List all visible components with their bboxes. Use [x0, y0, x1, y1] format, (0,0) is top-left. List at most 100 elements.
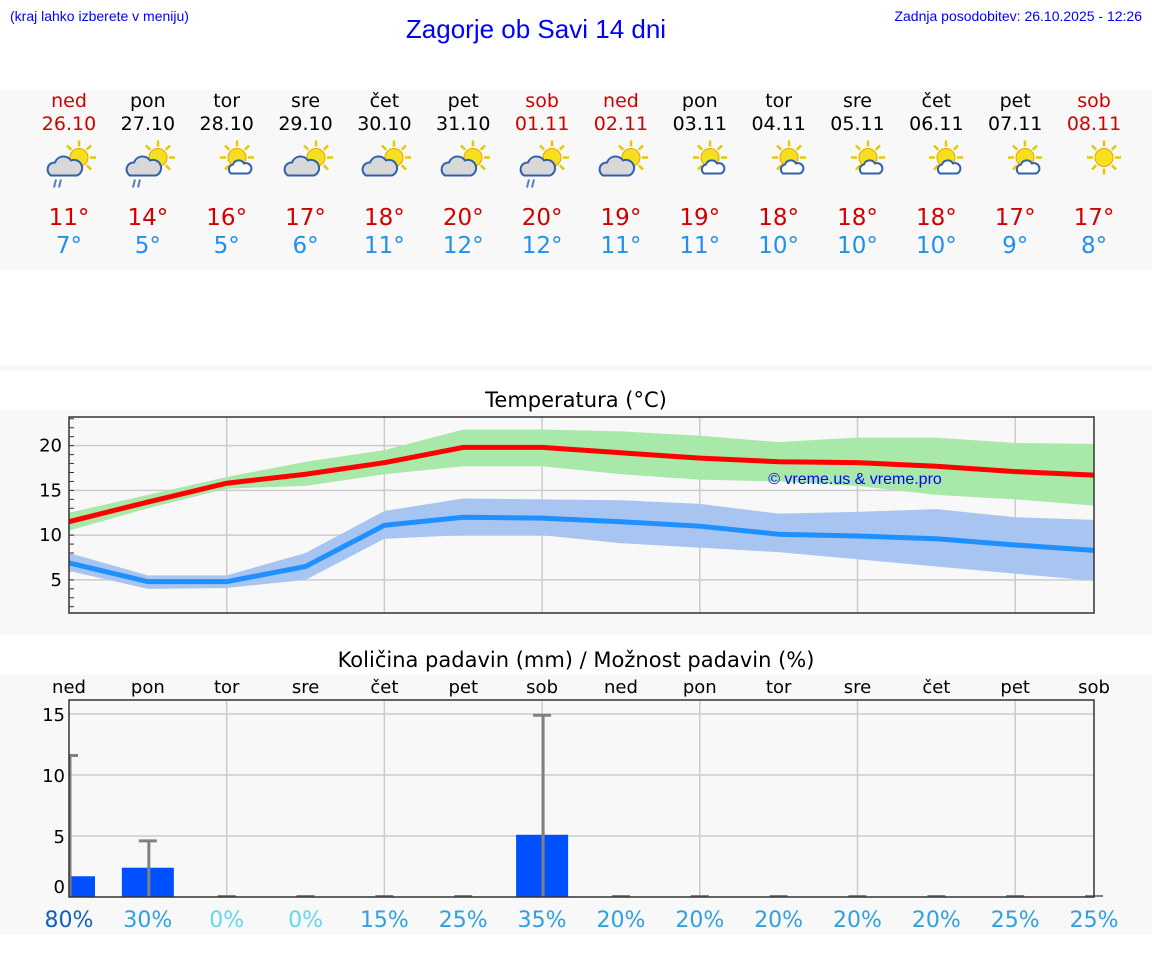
day-column: pon 27.10 14° 5° [108, 90, 187, 260]
y-tick-label: 15 [39, 480, 62, 501]
day-name: sre [291, 90, 321, 112]
day-column: tor 04.11 18° 10° [739, 90, 818, 260]
day-label: pet [448, 677, 478, 698]
y-tick-label: 15 [42, 705, 65, 726]
y-tick-label: 10 [39, 525, 62, 546]
sun-small-cloud-icon [976, 138, 1055, 198]
day-date: 07.11 [987, 113, 1043, 135]
precipitation-probability: 30% [123, 908, 172, 933]
day-name: pon [129, 90, 166, 112]
sun-cloud-rain-icon [108, 138, 187, 198]
y-tick-label: 0 [54, 877, 65, 898]
day-column: ned 02.11 19° 11° [581, 90, 660, 260]
day-label: sre [844, 677, 871, 698]
precipitation-chart-title: Količina padavin (mm) / Možnost padavin … [337, 648, 815, 672]
page-title: Zagorje ob Savi 14 dni [405, 14, 667, 44]
max-temperature: 17° [1073, 205, 1115, 231]
precipitation-probability: 25% [1070, 908, 1119, 933]
day-label: čet [370, 677, 398, 698]
plot-border [68, 699, 1095, 898]
precipitation-probability: 15% [360, 908, 409, 933]
min-temperature: 5° [213, 233, 240, 259]
max-temperature: 18° [364, 205, 405, 231]
max-temperature: 18° [758, 205, 800, 231]
min-temperature: 5° [134, 233, 161, 259]
day-name: tor [765, 90, 793, 112]
min-temperature: 10° [758, 233, 800, 259]
min-temperature: 6° [292, 233, 319, 259]
precipitation-probability: 25% [991, 908, 1040, 933]
day-column: čet 30.10 18° 11° [345, 90, 424, 260]
min-temperature: 11° [364, 233, 405, 259]
daily-forecast-strip: ned 26.10 11° 7° pon 27.10 14° 5° tor 28.1… [0, 90, 1152, 270]
day-date: 31.10 [436, 113, 491, 135]
max-temperature: 19° [679, 205, 721, 231]
day-column: sob 08.11 17° 8° [1055, 90, 1134, 260]
day-date: 03.11 [672, 113, 727, 135]
day-column: pet 07.11 17° 9° [976, 90, 1055, 260]
sun-small-cloud-icon [739, 138, 818, 198]
precipitation-probability: 25% [439, 908, 488, 933]
day-label: pon [683, 677, 717, 698]
day-label: pet [1000, 677, 1030, 698]
day-label: sre [292, 677, 319, 698]
precipitation-probability: 20% [675, 908, 724, 933]
precipitation-probability: 0% [288, 908, 323, 933]
sun-cloud-rain-icon [503, 138, 582, 198]
sun-small-cloud-icon [187, 138, 266, 198]
max-temperature: 18° [837, 205, 878, 231]
day-name: pon [681, 90, 718, 112]
day-column: ned 26.10 11° 7° [30, 90, 109, 260]
precipitation-probability: 20% [754, 908, 803, 933]
sun-cloud-icon [345, 138, 424, 198]
day-date: 04.11 [751, 113, 806, 135]
precipitation-probability: 35% [518, 908, 567, 933]
max-temperature: 18° [915, 205, 957, 231]
y-tick-label: 20 [39, 436, 62, 457]
day-label: ned [604, 677, 638, 698]
temperature-chart-title: Temperatura (°C) [485, 388, 667, 412]
day-date: 28.10 [199, 113, 254, 135]
day-label: čet [922, 677, 950, 698]
y-tick-label: 5 [51, 570, 62, 591]
day-name: ned [603, 90, 639, 112]
y-tick-label: 10 [42, 766, 65, 787]
plot-area [69, 700, 1094, 897]
max-temperature-line [68, 444, 1095, 525]
precipitation-probability: 80% [45, 908, 94, 933]
day-label: sob [526, 677, 558, 698]
day-date: 05.11 [830, 113, 885, 135]
day-name: sob [1077, 90, 1111, 112]
day-column: sre 05.11 18° 10° [818, 90, 897, 260]
day-label: pon [131, 677, 165, 698]
max-temperature: 11° [48, 205, 90, 231]
day-name: čet [369, 90, 400, 112]
min-temperature: 11° [679, 233, 721, 259]
sun-cloud-icon [424, 138, 503, 198]
max-temperature: 17° [285, 205, 326, 231]
last-updated: Zadnja posodobitev: 26.10.2025 - 12:26 [894, 8, 1142, 24]
precipitation-probability: 20% [833, 908, 882, 933]
day-date: 02.11 [593, 113, 649, 135]
max-temperature: 19° [600, 205, 642, 231]
day-date: 08.11 [1066, 113, 1122, 135]
day-column: pon 03.11 19° 11° [660, 90, 739, 260]
sun-small-cloud-icon [660, 138, 739, 198]
max-temperature: 14° [127, 205, 169, 231]
min-temperature: 10° [915, 233, 957, 259]
day-name: tor [213, 90, 241, 112]
day-label: ned [52, 677, 86, 698]
min-temperature: 9° [1002, 233, 1029, 259]
min-temperature: 7° [55, 233, 83, 259]
day-date: 06.11 [909, 113, 964, 135]
day-column: pet 31.10 20° 12° [424, 90, 503, 260]
y-tick-label: 5 [54, 827, 65, 848]
max-temperature: 20° [521, 205, 563, 231]
max-temperature: 20° [442, 205, 484, 231]
min-temperature: 12° [442, 233, 484, 259]
min-temperature: 12° [521, 233, 563, 259]
sun-small-cloud-icon [818, 138, 897, 198]
day-name: sre [843, 90, 872, 112]
